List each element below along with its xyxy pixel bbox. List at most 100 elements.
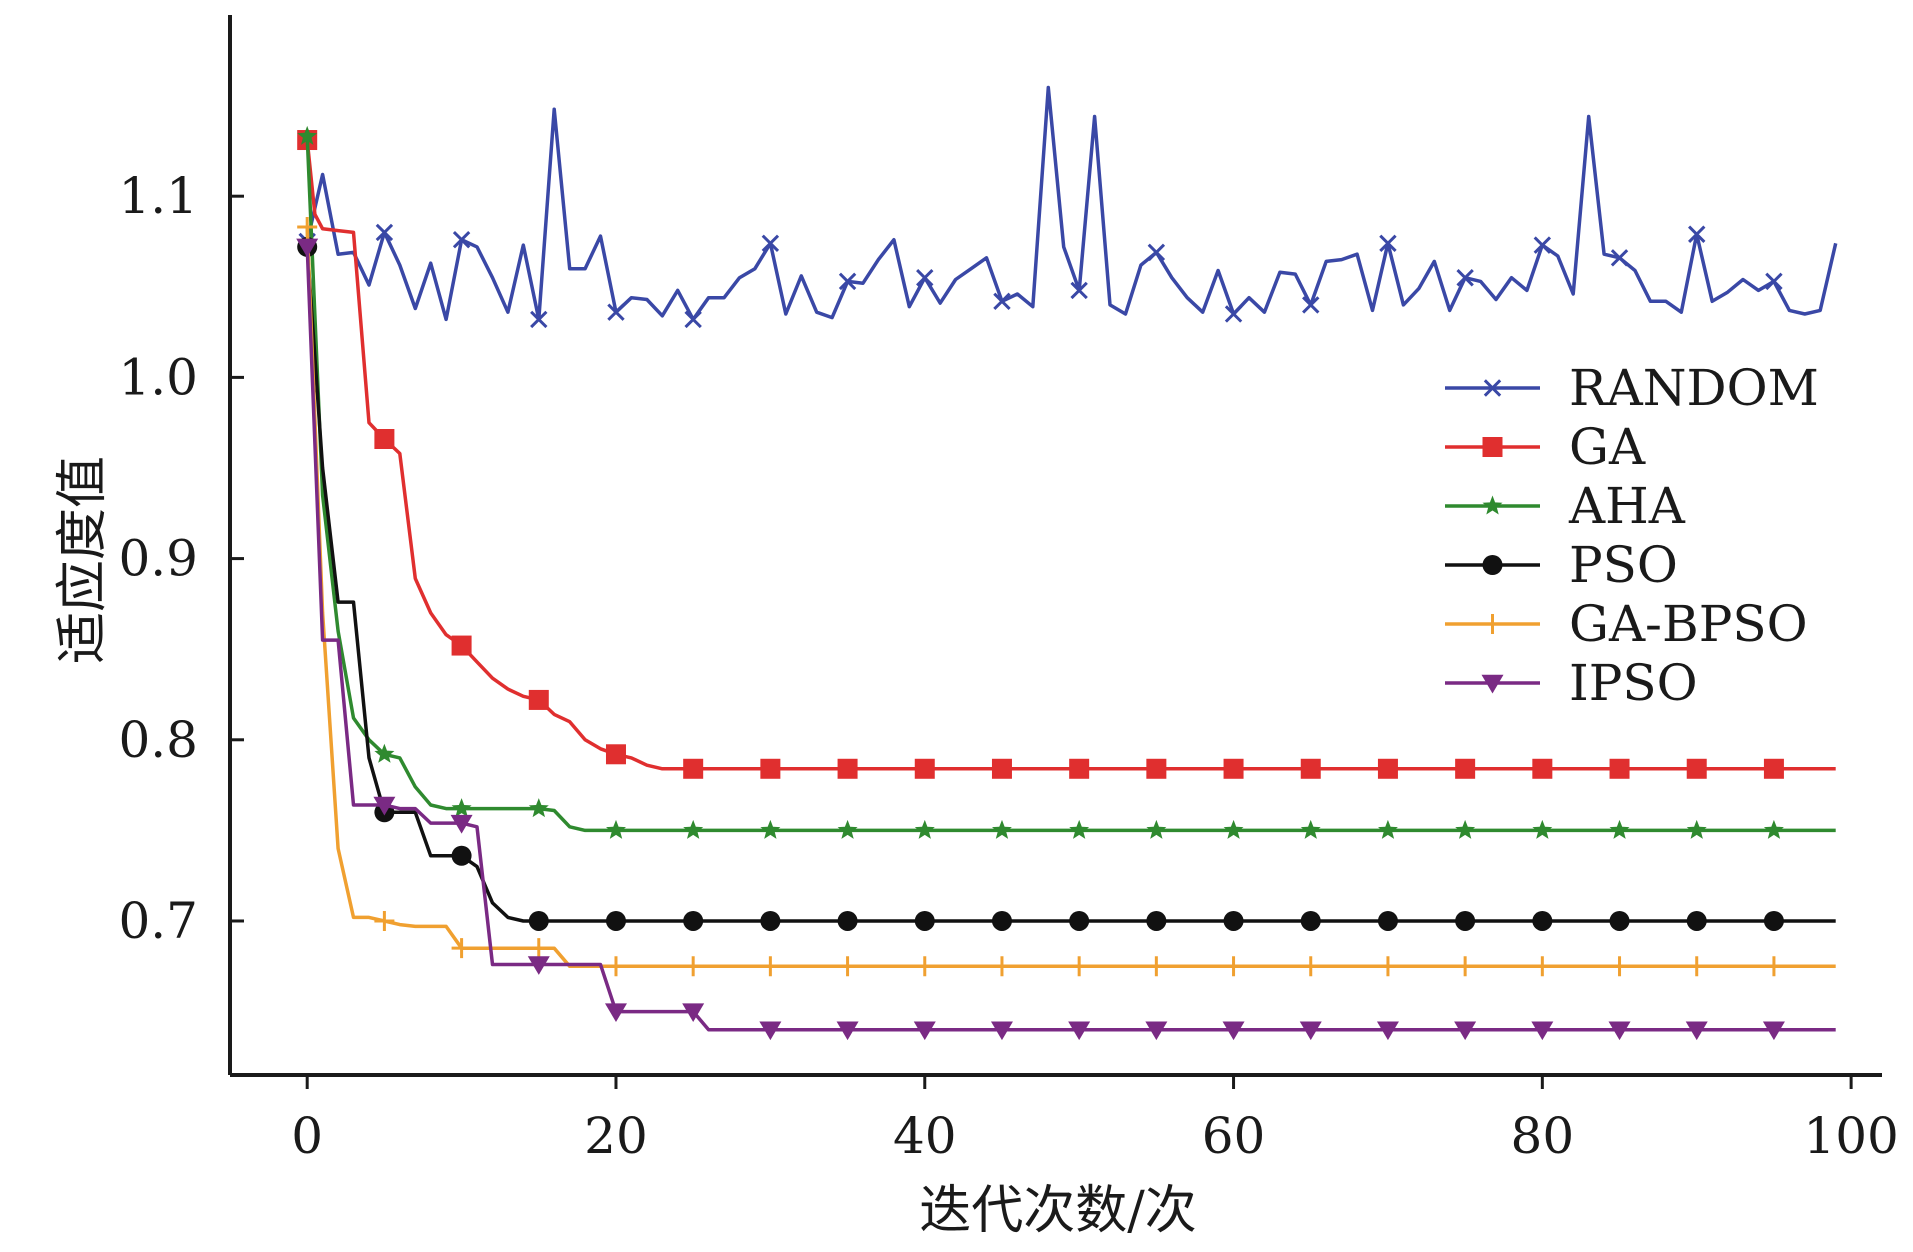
data-point-ga-bpso <box>991 956 1012 977</box>
data-point-pso <box>837 910 858 931</box>
data-point-aha <box>683 819 704 839</box>
x-tick-label: 40 <box>893 1107 957 1165</box>
legend-marker-random <box>1483 379 1502 397</box>
data-point-random <box>607 303 625 321</box>
data-point-random <box>761 234 780 253</box>
series-ga <box>297 130 1836 779</box>
data-point-ipso <box>296 238 319 258</box>
data-point-ga <box>1146 758 1167 779</box>
data-point-ga-bpso <box>1455 956 1476 977</box>
data-point-pso <box>1300 910 1321 931</box>
data-point-ipso <box>527 956 550 975</box>
data-point-ipso <box>1222 1021 1245 1041</box>
data-point-pso <box>991 910 1012 931</box>
legend-entry-aha: AHA <box>1445 477 1686 535</box>
data-point-random <box>1070 281 1088 300</box>
data-point-aha <box>1300 819 1321 839</box>
data-point-ga <box>991 758 1012 779</box>
data-point-pso <box>1069 910 1090 931</box>
data-point-ga <box>683 758 704 779</box>
data-point-random <box>993 292 1011 311</box>
data-point-aha <box>451 798 472 818</box>
data-point-ga <box>1377 758 1398 779</box>
legend-entry-random: RANDOM <box>1445 359 1819 417</box>
data-point-random <box>1379 234 1397 253</box>
data-point-ga <box>837 758 858 779</box>
data-point-aha <box>1609 819 1630 839</box>
data-point-ga <box>1455 758 1476 779</box>
data-point-ipso <box>990 1021 1013 1041</box>
data-point-ga-bpso <box>760 956 781 977</box>
legend-entry-ga: GA <box>1445 418 1646 476</box>
data-point-ipso <box>1454 1021 1477 1041</box>
data-point-aha <box>760 819 781 839</box>
data-point-ga-bpso <box>605 956 626 977</box>
data-point-ga-bpso <box>1069 956 1090 977</box>
legend-entry-ipso: IPSO <box>1445 654 1698 712</box>
data-point-ga-bpso <box>451 938 472 959</box>
series-ga-bpso <box>297 217 1836 977</box>
series-line-random <box>305 85 1838 322</box>
data-point-aha <box>1686 819 1707 839</box>
data-point-aha <box>606 819 626 839</box>
y-tick-label: 0.7 <box>118 892 198 950</box>
data-point-ipso <box>1531 1021 1554 1041</box>
data-point-aha <box>374 743 395 763</box>
data-point-ipso <box>759 1021 782 1041</box>
data-point-aha <box>528 798 549 818</box>
y-tick-label: 1.1 <box>118 167 198 225</box>
data-point-pso <box>528 910 549 931</box>
data-point-ga <box>1300 758 1321 779</box>
data-point-aha <box>1378 819 1398 839</box>
data-point-random <box>916 269 934 287</box>
data-point-pso <box>1532 910 1553 931</box>
data-point-ipso <box>1376 1021 1399 1041</box>
data-point-ga-bpso <box>297 217 318 237</box>
data-point-ipso <box>1145 1021 1168 1041</box>
series-line-ipso <box>305 246 1836 1032</box>
y-tick-label: 1.0 <box>118 348 198 406</box>
data-point-aha <box>1532 819 1553 839</box>
data-point-ga <box>451 635 472 656</box>
legend-marker-ipso <box>1481 674 1504 694</box>
data-point-pso <box>451 845 472 866</box>
data-point-ipso <box>373 796 396 816</box>
data-point-random <box>1533 236 1552 254</box>
data-point-ga-bpso <box>1763 956 1784 977</box>
legend-marker-pso <box>1482 555 1503 575</box>
data-point-ga <box>528 689 549 710</box>
legend-label-aha: AHA <box>1568 477 1686 535</box>
data-point-aha <box>837 819 858 839</box>
data-point-ga-bpso <box>1532 956 1553 977</box>
data-point-ga-bpso <box>683 956 704 977</box>
data-point-ipso <box>1608 1021 1631 1041</box>
data-point-ga-bpso <box>528 938 549 959</box>
data-point-aha <box>297 125 318 145</box>
data-point-ipso <box>604 1003 627 1023</box>
data-point-random <box>1224 305 1243 323</box>
data-point-random <box>684 310 702 329</box>
data-point-pso <box>605 910 626 931</box>
legend-entry-pso: PSO <box>1445 536 1678 594</box>
data-point-ga <box>374 429 395 449</box>
series-layer <box>296 85 1838 1041</box>
data-point-ga <box>1609 758 1630 779</box>
series-line-aha <box>305 136 1836 833</box>
legend-label-ga: GA <box>1569 418 1646 476</box>
data-point-random <box>1302 296 1320 314</box>
data-point-ga <box>1532 758 1553 779</box>
y-tick-label: 0.9 <box>118 530 198 588</box>
data-point-pso <box>1609 910 1630 931</box>
data-point-aha <box>1069 819 1090 839</box>
data-point-random <box>1147 243 1166 262</box>
data-point-pso <box>1763 910 1784 931</box>
data-point-aha <box>1455 819 1476 839</box>
legend-marker-ga <box>1482 437 1503 457</box>
data-point-ga <box>605 744 626 765</box>
data-point-ga-bpso <box>1223 956 1244 977</box>
y-axis-title: 适应度值 <box>53 456 113 664</box>
series-ipso <box>296 238 1836 1041</box>
data-point-ga <box>760 758 781 779</box>
